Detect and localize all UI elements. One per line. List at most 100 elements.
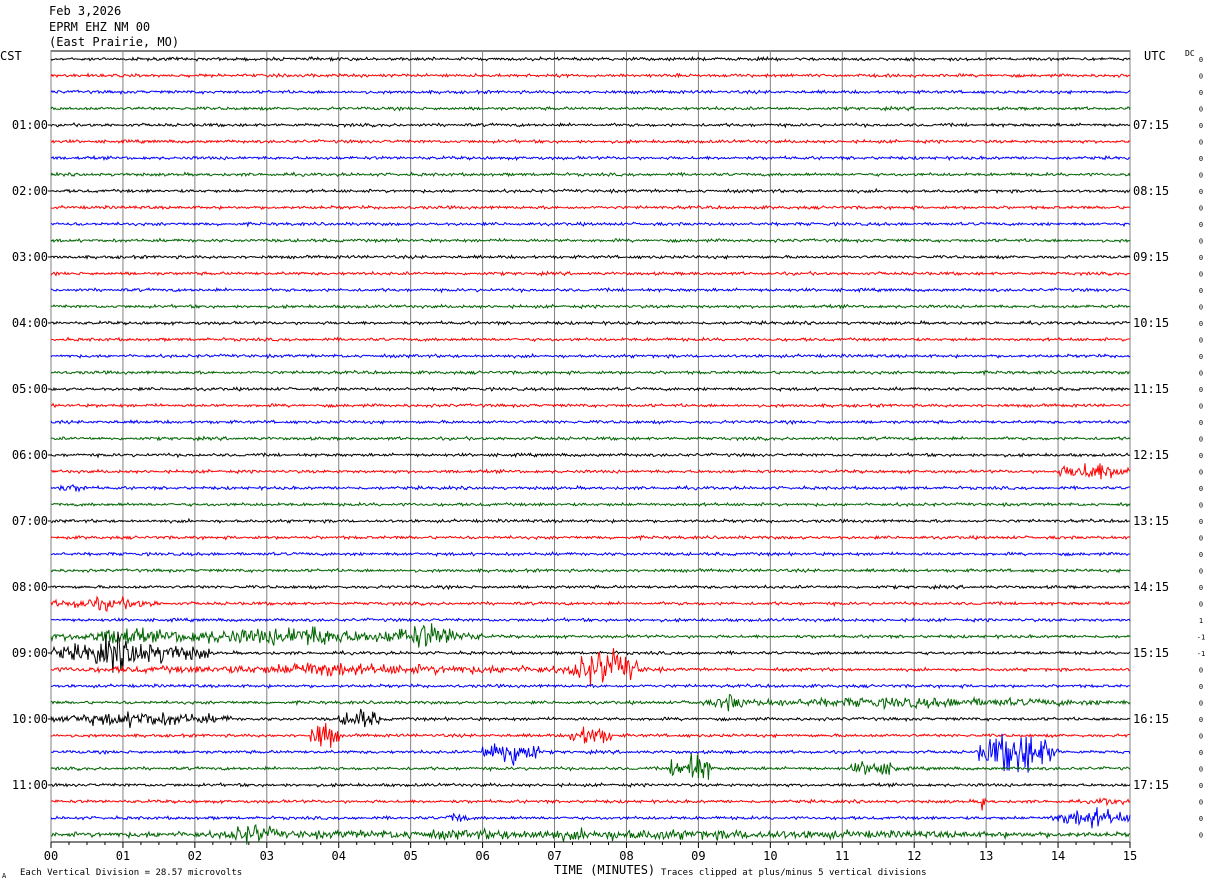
trace-row (50, 484, 1131, 493)
utc-hour-label: 10:15 (1133, 316, 1169, 330)
dc-offset-label: 0 (1199, 535, 1203, 543)
dc-offset-label: 0 (1199, 320, 1203, 328)
cst-hour-label: 10:00 (12, 712, 48, 726)
trace-row (50, 694, 1131, 712)
dc-offset-label: 0 (1199, 502, 1203, 510)
plot-frame (50, 50, 1131, 843)
dc-offset-label: 0 (1199, 733, 1203, 741)
x-tick-label: 06 (475, 849, 489, 863)
trace-row (50, 517, 1131, 524)
utc-zone-label: UTC (1144, 49, 1166, 63)
dc-offset-label: 0 (1199, 799, 1203, 807)
dc-offset-label: 0 (1199, 122, 1203, 130)
x-tick-label: 10 (763, 849, 777, 863)
dc-offset-label: 0 (1199, 832, 1203, 840)
utc-hour-label: 15:15 (1133, 646, 1169, 660)
dc-offset-label: -1 (1197, 634, 1205, 642)
cst-zone-label: CST (0, 49, 22, 63)
dc-offset-label: 0 (1199, 139, 1203, 147)
dc-offset-label: 0 (1199, 436, 1203, 444)
trace-row (50, 753, 1131, 780)
x-tick-label: 14 (1051, 849, 1065, 863)
cst-hour-label: 06:00 (12, 448, 48, 462)
cst-hour-label: 11:00 (12, 778, 48, 792)
x-tick-label: 08 (619, 849, 633, 863)
dc-offset-label: 0 (1199, 403, 1203, 411)
dc-offset-label: 0 (1199, 155, 1203, 163)
trace-row (50, 319, 1131, 327)
utc-hour-label: 14:15 (1133, 580, 1169, 594)
dc-offset-label: 0 (1199, 782, 1203, 790)
x-tick-label: 05 (403, 849, 417, 863)
trace-row (50, 369, 1130, 377)
trace-row (50, 708, 1131, 729)
x-tick-label: 02 (188, 849, 202, 863)
dc-offset-label: 0 (1199, 667, 1203, 675)
dc-offset-label: 1 (1199, 617, 1203, 625)
corner-mark: A (2, 872, 7, 880)
trace-row (50, 807, 1131, 829)
trace-row (50, 89, 1131, 96)
trace-row (50, 402, 1131, 409)
trace-row (50, 72, 1131, 79)
trace-row (50, 435, 1131, 442)
utc-hour-label: 11:15 (1133, 382, 1169, 396)
trace-row (50, 254, 1131, 261)
utc-hour-label: 17:15 (1133, 778, 1169, 792)
dc-offset-label: 0 (1199, 106, 1203, 114)
dc-offset-label: 0 (1199, 271, 1203, 279)
dc-offset-label: 0 (1199, 337, 1203, 345)
dc-offset-label: 0 (1199, 221, 1203, 229)
trace-row (50, 385, 1131, 393)
dc-offset-label: 0 (1199, 304, 1203, 312)
trace-row (50, 419, 1131, 426)
dc-offset-label: 0 (1199, 353, 1203, 361)
trace-row (50, 237, 1131, 244)
trace-row (50, 303, 1131, 310)
cst-hour-label: 09:00 (12, 646, 48, 660)
x-tick-label: 09 (691, 849, 705, 863)
plot-grid (50, 50, 1131, 843)
dc-offset-label: -1 (1197, 650, 1205, 658)
trace-row (50, 683, 1131, 690)
utc-hour-label: 13:15 (1133, 514, 1169, 528)
x-tick-label: 15 (1123, 849, 1137, 863)
cst-hour-label: 02:00 (12, 184, 48, 198)
x-tick-label: 13 (979, 849, 993, 863)
dc-offset-label: 0 (1199, 287, 1203, 295)
trace-row (50, 796, 1131, 811)
dc-offset-label: 0 (1199, 749, 1203, 757)
dc-label: DC (1185, 49, 1195, 58)
trace-row (50, 631, 1131, 673)
dc-offset-label: 0 (1199, 469, 1203, 477)
dc-offset-label: 0 (1199, 551, 1203, 559)
trace-row (50, 270, 1131, 277)
trace-row (50, 595, 1131, 612)
dc-offset-label: 0 (1199, 452, 1203, 460)
dc-offset-label: 0 (1199, 89, 1203, 97)
trace-row (50, 138, 1131, 145)
x-tick-label: 12 (907, 849, 921, 863)
x-tick-label: 01 (116, 849, 130, 863)
x-tick-label: 07 (547, 849, 561, 863)
trace-row (50, 55, 1131, 63)
trace-row (50, 121, 1131, 129)
dc-offset-label: 0 (1199, 370, 1203, 378)
utc-hour-label: 07:15 (1133, 118, 1169, 132)
dc-offset-label: 0 (1199, 700, 1203, 708)
trace-row (50, 550, 1131, 558)
dc-offset-label: 0 (1199, 205, 1203, 213)
dc-offset-label: 0 (1199, 584, 1203, 592)
cst-hour-label: 05:00 (12, 382, 48, 396)
dc-offset-label: 0 (1199, 601, 1203, 609)
dc-offset-label: 0 (1199, 568, 1203, 576)
plot-date: Feb 3,2026 (49, 4, 122, 18)
trace-row (50, 171, 1131, 178)
cst-hour-label: 01:00 (12, 118, 48, 132)
dc-offset-label: 0 (1199, 254, 1203, 262)
trace-row (51, 823, 1131, 845)
dc-offset-label: 0 (1199, 188, 1203, 196)
dc-offset-label: 0 (1199, 683, 1203, 691)
dc-offset-label: 0 (1199, 716, 1203, 724)
